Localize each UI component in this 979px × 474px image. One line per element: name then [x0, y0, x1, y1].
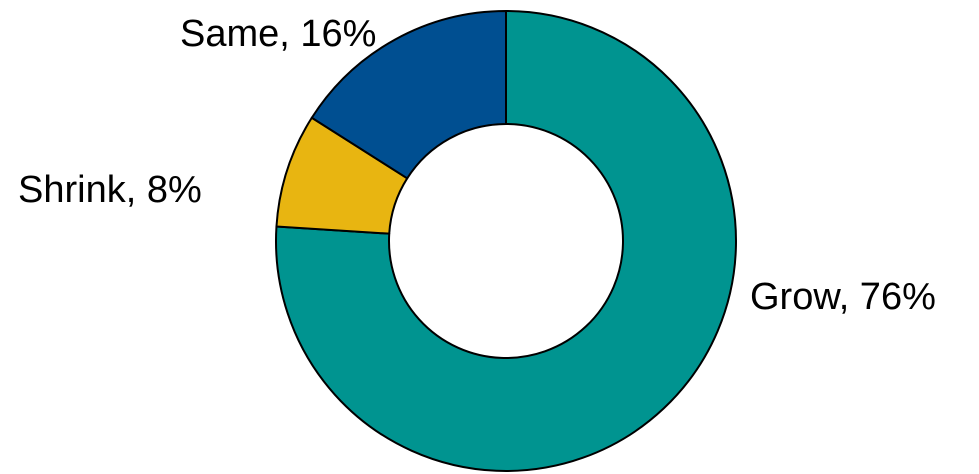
slice-same	[310, 10, 507, 180]
slice-label-grow: Grow, 76%	[750, 276, 936, 318]
slice-label-shrink: Shrink, 8%	[18, 169, 202, 211]
slice-label-same: Same, 16%	[180, 13, 376, 55]
labels-layer: Grow, 76% Shrink, 8% Same, 16%	[18, 13, 936, 318]
slices-layer	[275, 10, 737, 472]
slice-grow	[275, 10, 737, 472]
